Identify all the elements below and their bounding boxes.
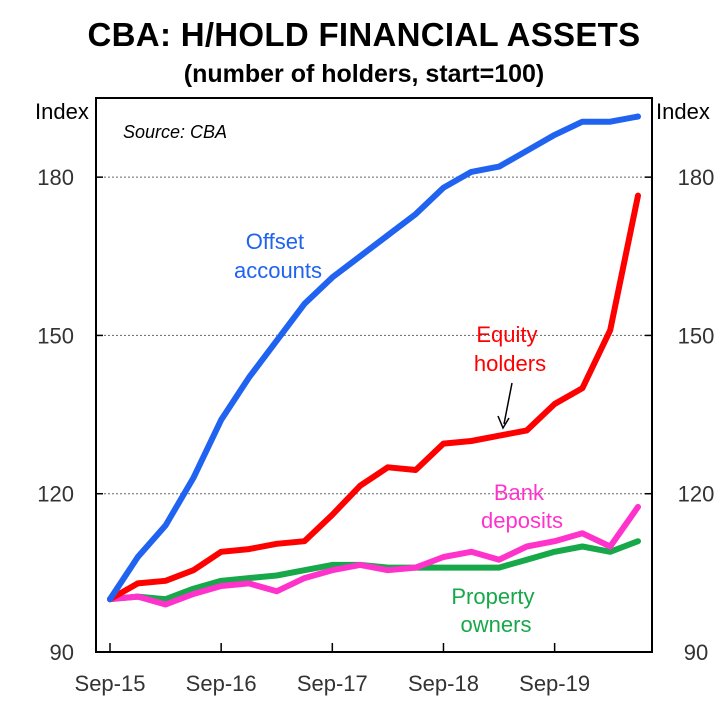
y-tick-right-120: 120	[678, 482, 715, 507]
label-offset-accounts: Offset accounts	[234, 229, 322, 283]
y-tick-left-90: 90	[50, 640, 74, 665]
y-tick-left-180: 180	[37, 165, 74, 190]
series-line-offset-accounts	[107, 113, 641, 603]
chart-subtitle: (number of holders, start=100)	[183, 60, 545, 88]
label-equity-holders: Equity holders	[474, 322, 546, 376]
y-axis-label-left: Index	[35, 99, 89, 124]
label-bank-deposits: Bank deposits	[481, 480, 563, 533]
series-line-equity-holders	[107, 192, 641, 603]
series-line-bank-deposits	[107, 503, 641, 608]
y-tick-right-180: 180	[678, 165, 715, 190]
equity-arrow-head	[497, 415, 510, 430]
x-tick-Sep-17: Sep-17	[297, 671, 368, 696]
y-tick-right-90: 90	[684, 640, 708, 665]
y-tick-left-120: 120	[37, 482, 74, 507]
chart-title: CBA: H/HOLD FINANCIAL ASSETS	[87, 16, 641, 53]
y-tick-right-150: 150	[678, 323, 715, 348]
plot-frame	[95, 97, 653, 653]
x-tick-Sep-18: Sep-18	[408, 671, 479, 696]
x-tick-Sep-15: Sep-15	[75, 671, 146, 696]
y-axis-label-right: Index	[656, 99, 710, 124]
label-property-owners: Property owners	[451, 584, 540, 637]
equity-arrow-line	[503, 382, 513, 425]
x-tick-Sep-19: Sep-19	[519, 671, 590, 696]
source-note: Source: CBA	[123, 122, 227, 142]
y-tick-left-150: 150	[37, 323, 74, 348]
x-tick-Sep-16: Sep-16	[186, 671, 257, 696]
